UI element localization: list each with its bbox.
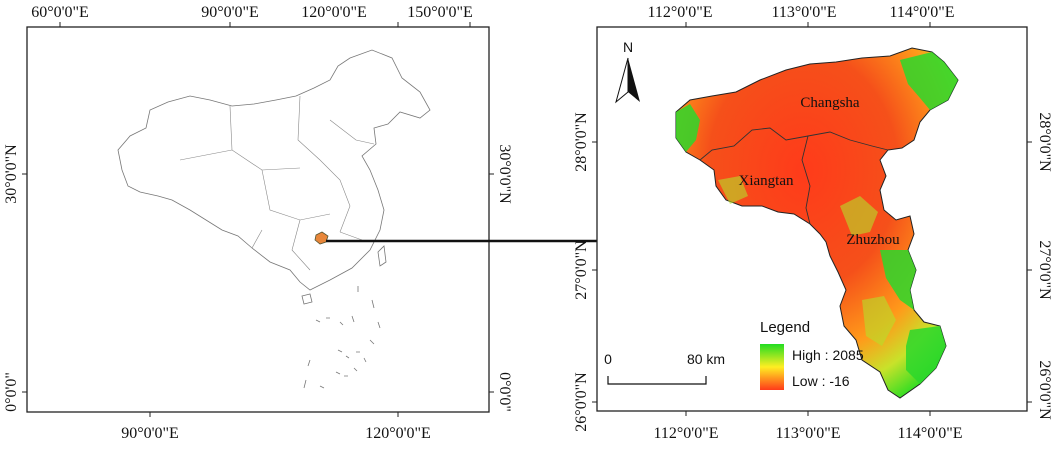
right-top-tick-114e: 114°0'0"E — [890, 4, 955, 21]
right-left-tick-27n: 27°0'0"N — [573, 240, 590, 300]
right-right-tick-26n: 26°0'0"N — [1036, 360, 1053, 420]
right-right-tick-28n: 28°0'0"N — [1036, 112, 1053, 172]
left-map-panel: 60°0'0"E 90°0'0"E 120°0'0"E 150°0'0"E 90… — [3, 4, 513, 442]
right-right-tick-27n: 27°0'0"N — [1036, 240, 1053, 300]
right-left-tick-28n: 28°0'0"N — [573, 112, 590, 172]
highland-areas — [676, 52, 958, 384]
left-top-tick-60e: 60°0'0"E — [31, 4, 89, 21]
right-bottom-tick-113e: 113°0'0"E — [776, 425, 841, 442]
scale-bar: 0 80 km — [604, 351, 725, 385]
legend-color-ramp — [760, 344, 784, 390]
scale-bar-start-label: 0 — [604, 351, 612, 367]
left-top-tick-90e: 90°0'0"E — [201, 4, 259, 21]
legend-title: Legend — [760, 319, 810, 336]
left-top-tick-150e: 150°0'0"E — [407, 4, 473, 21]
left-right-tick-30n: 30°0'0"N — [496, 144, 513, 204]
left-left-tick-0: 0°0'0" — [3, 372, 20, 412]
left-bottom-tick-90e: 90°0'0"E — [121, 425, 179, 442]
south-china-sea-islands — [303, 286, 381, 389]
right-top-tick-112e: 112°0'0"E — [648, 4, 713, 21]
north-arrow: N — [615, 39, 640, 104]
legend-high-label: High : 2085 — [792, 347, 864, 363]
right-bottom-tick-114e: 114°0'0"E — [898, 425, 963, 442]
right-map-panel: 112°0'0"E 113°0'0"E 114°0'0"E 112°0'0"E … — [573, 4, 1053, 442]
right-left-tick-26n: 26°0'0"N — [573, 372, 590, 432]
left-right-tick-0: 0°0'0" — [496, 372, 513, 412]
taiwan-island — [377, 245, 387, 267]
scale-bar-end-label: 80 km — [687, 351, 725, 367]
legend-low-label: Low : -16 — [792, 373, 850, 389]
right-bottom-tick-112e: 112°0'0"E — [654, 425, 719, 442]
china-outline — [117, 49, 431, 291]
city-label-zhuzhou: Zhuzhou — [846, 232, 900, 248]
city-label-changsha: Changsha — [800, 95, 860, 111]
right-top-tick-113e: 113°0'0"E — [772, 4, 837, 21]
scale-bar-line — [607, 376, 707, 385]
province-boundaries — [179, 95, 375, 271]
north-arrow-icon — [628, 58, 640, 102]
left-left-tick-30n: 30°0'0"N — [3, 144, 20, 204]
hainan-island — [301, 293, 313, 305]
left-top-tick-120e: 120°0'0"E — [301, 4, 367, 21]
mid-elevation-areas — [718, 176, 896, 346]
city-label-xiangtan: Xiangtan — [739, 173, 794, 189]
map-legend: Legend High : 2085 Low : -16 — [760, 319, 864, 390]
left-bottom-tick-120e: 120°0'0"E — [365, 425, 431, 442]
city-boundaries — [699, 127, 889, 225]
north-arrow-label: N — [623, 39, 633, 55]
